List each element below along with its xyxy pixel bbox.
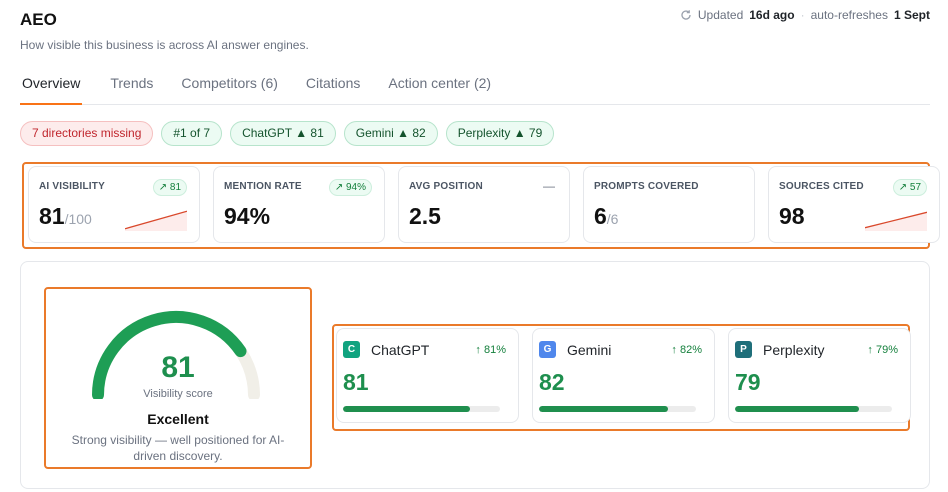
kpi-label: AVG POSITION	[409, 181, 483, 192]
refresh-status: Updated 16d ago · auto-refreshes 1 Sept	[680, 8, 930, 22]
engine-name: ChatGPT	[371, 342, 430, 358]
engine-card-gemini[interactable]: G Gemini ↑ 82% 82	[532, 328, 715, 423]
engine-delta: ↑ 81%	[475, 344, 506, 356]
updated-label: Updated	[697, 8, 744, 22]
refresh-icon[interactable]	[680, 9, 692, 21]
tab-overview[interactable]: Overview	[20, 64, 83, 105]
tab-trends[interactable]: Trends	[110, 75, 154, 91]
page-subtitle: How visible this business is across AI a…	[20, 38, 309, 52]
refresh-value: 1 Sept	[893, 8, 930, 22]
engine-progress-fill	[539, 406, 668, 412]
tab-bar: Overview Trends Competitors (6) Citation…	[20, 64, 930, 105]
engine-progress-fill	[343, 406, 471, 412]
gauge-label: Visibility score	[143, 388, 213, 400]
gauge-highlight	[44, 287, 312, 469]
chip-directories-missing[interactable]: 7 directories missing	[20, 121, 154, 146]
kpi-label: MENTION RATE	[224, 181, 302, 192]
kpi-avg-position[interactable]: AVG POSITION — 2.5	[398, 166, 570, 243]
page-title: AEO	[20, 10, 57, 29]
kpi-value: 94%	[224, 203, 271, 229]
chip-chatgpt[interactable]: ChatGPT ▲ 81	[230, 121, 336, 146]
meta-separator: ·	[800, 8, 805, 22]
trend-sparkline	[865, 211, 927, 231]
chip-gemini[interactable]: Gemini ▲ 82	[343, 121, 438, 146]
engine-score: 79	[735, 369, 761, 395]
gauge-score: 81	[161, 351, 195, 384]
tab-action-center[interactable]: Action center (2)	[388, 75, 492, 91]
kpi-row: AI VISIBILITY ↗ 81 81/100 MENTION RATE ↗…	[28, 166, 940, 243]
engine-progress-track	[539, 406, 696, 412]
chip-perplexity[interactable]: Perplexity ▲ 79	[445, 121, 555, 146]
gauge-fill	[92, 311, 247, 399]
chatgpt-logo-icon: C	[343, 341, 360, 358]
kpi-value: 2.5	[409, 203, 441, 229]
gemini-logo-icon: G	[539, 341, 556, 358]
engine-progress-track	[343, 406, 500, 412]
refresh-label: auto-refreshes	[810, 8, 888, 22]
engine-progress-fill	[735, 406, 860, 412]
engine-score: 82	[539, 369, 565, 395]
engine-card-perplexity[interactable]: P Perplexity ↑ 79% 79	[728, 328, 911, 423]
chip-rank[interactable]: #1 of 7	[161, 121, 223, 146]
kpi-label: AI VISIBILITY	[39, 181, 105, 192]
kpi-label: SOURCES CITED	[779, 181, 864, 192]
kpi-value: 98	[779, 203, 805, 229]
trend-sparkline	[125, 210, 187, 231]
engine-score: 81	[343, 369, 369, 395]
kpi-badge: ↗ 94%	[328, 179, 372, 196]
kpi-badge: ↗ 81	[152, 179, 187, 196]
engine-delta: ↑ 82%	[671, 344, 702, 356]
kpi-value: 81/100	[39, 203, 92, 229]
kpi-mention-rate[interactable]: MENTION RATE ↗ 94% 94%	[213, 166, 385, 243]
tab-citations[interactable]: Citations	[305, 75, 361, 91]
kpi-ai-visibility[interactable]: AI VISIBILITY ↗ 81 81/100	[28, 166, 200, 243]
kpi-label: PROMPTS COVERED	[594, 181, 699, 192]
gauge-chart	[92, 311, 260, 399]
kpi-no-change: —	[543, 179, 555, 193]
updated-value: 16d ago	[749, 8, 795, 22]
kpi-sources-cited[interactable]: SOURCES CITED ↗ 57 98	[768, 166, 940, 243]
perplexity-logo-icon: P	[735, 341, 752, 358]
kpi-prompts-covered[interactable]: PROMPTS COVERED 6/6	[583, 166, 755, 243]
engine-card-chatgpt[interactable]: C ChatGPT ↑ 81% 81	[336, 328, 519, 423]
gauge-description: Strong visibility — well positioned for …	[71, 433, 285, 463]
summary-chips: 7 directories missing #1 of 7 ChatGPT ▲ …	[20, 121, 555, 146]
kpi-value: 6/6	[594, 203, 619, 229]
tab-competitors[interactable]: Competitors (6)	[181, 75, 278, 91]
visibility-gauge: 81 Visibility score Excellent Strong vis…	[46, 289, 310, 467]
kpi-badge: ↗ 57	[892, 179, 927, 196]
engine-cards: C ChatGPT ↑ 81% 81 G Gemini ↑ 82% 82 P P…	[336, 328, 911, 423]
engine-name: Gemini	[567, 342, 612, 358]
engine-progress-track	[735, 406, 892, 412]
gauge-grade: Excellent	[147, 411, 209, 427]
engine-delta: ↑ 79%	[867, 344, 898, 356]
engine-name: Perplexity	[763, 342, 825, 358]
